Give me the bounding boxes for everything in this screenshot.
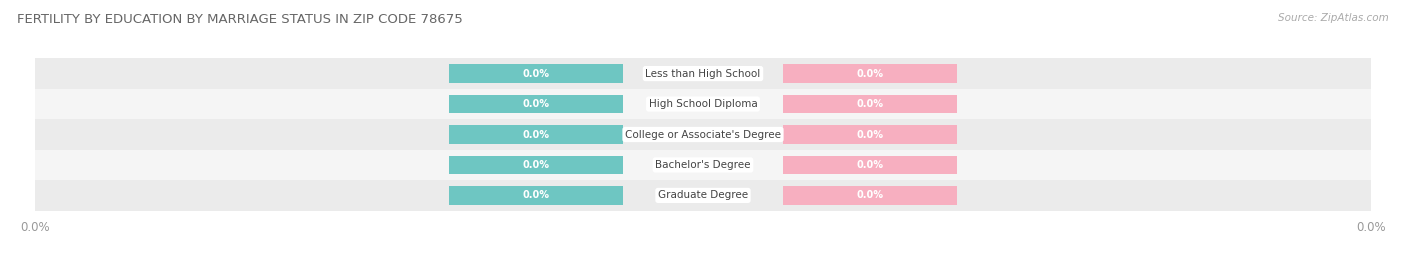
Text: College or Associate's Degree: College or Associate's Degree <box>626 129 780 140</box>
Text: High School Diploma: High School Diploma <box>648 99 758 109</box>
Bar <box>449 186 623 205</box>
Bar <box>0 119 1406 150</box>
Text: 0.0%: 0.0% <box>856 160 883 170</box>
Text: 0.0%: 0.0% <box>856 190 883 200</box>
Text: 0.0%: 0.0% <box>523 69 550 79</box>
Bar <box>0 89 1406 119</box>
Bar <box>449 125 623 144</box>
Text: Source: ZipAtlas.com: Source: ZipAtlas.com <box>1278 13 1389 23</box>
Text: FERTILITY BY EDUCATION BY MARRIAGE STATUS IN ZIP CODE 78675: FERTILITY BY EDUCATION BY MARRIAGE STATU… <box>17 13 463 26</box>
Bar <box>783 95 956 114</box>
Text: Graduate Degree: Graduate Degree <box>658 190 748 200</box>
Bar <box>783 125 956 144</box>
Text: 0.0%: 0.0% <box>856 99 883 109</box>
Bar <box>783 64 956 83</box>
Bar <box>0 180 1406 211</box>
Text: 0.0%: 0.0% <box>523 129 550 140</box>
Bar <box>449 95 623 114</box>
Text: Bachelor's Degree: Bachelor's Degree <box>655 160 751 170</box>
Text: 0.0%: 0.0% <box>523 160 550 170</box>
Text: 0.0%: 0.0% <box>523 99 550 109</box>
Bar <box>783 186 956 205</box>
Bar <box>0 150 1406 180</box>
Bar <box>783 155 956 174</box>
Bar <box>0 58 1406 89</box>
Text: 0.0%: 0.0% <box>856 129 883 140</box>
Text: Less than High School: Less than High School <box>645 69 761 79</box>
Bar <box>449 64 623 83</box>
Text: 0.0%: 0.0% <box>856 69 883 79</box>
Text: 0.0%: 0.0% <box>523 190 550 200</box>
Bar <box>449 155 623 174</box>
